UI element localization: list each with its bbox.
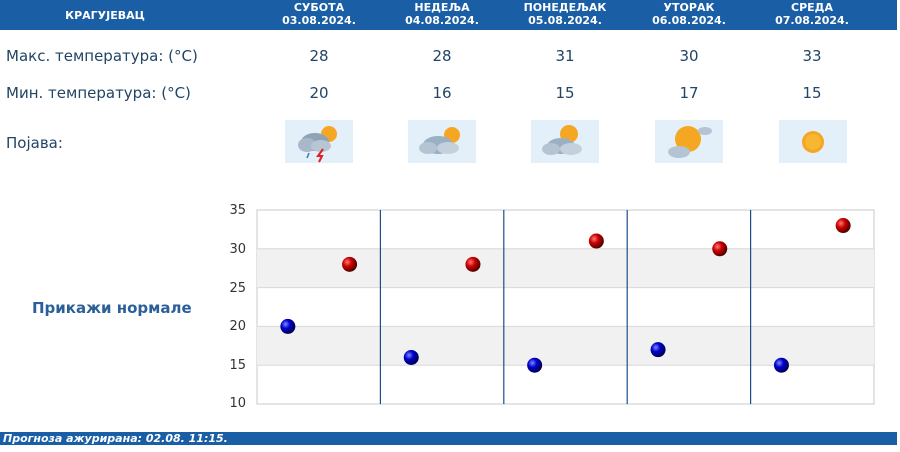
day-name: ПОНЕДЕЉАК	[523, 1, 607, 14]
day-header: УТОРАК 06.08.2024.	[627, 1, 751, 27]
grid-band	[257, 248, 874, 288]
day-date: 06.08.2024.	[652, 14, 726, 27]
grid-band	[257, 326, 874, 366]
forecast-header: КРАГУЈЕВАЦ СУБОТА 03.08.2024. НЕДЕЉА 04.…	[0, 0, 897, 30]
y-tick-label: 30	[229, 242, 246, 257]
max-temp-point	[465, 256, 481, 272]
day-date: 03.08.2024.	[282, 14, 356, 27]
min-temp-point	[650, 342, 666, 358]
phenomenon-label: Појава:	[6, 134, 63, 152]
y-tick-label: 20	[229, 319, 246, 334]
day-header: ПОНЕДЕЉАК 05.08.2024.	[503, 1, 627, 27]
min-temp-value: 15	[802, 84, 822, 102]
min-temp-point	[773, 357, 789, 373]
thunderstorm-partly-cloudy-icon	[285, 120, 353, 163]
max-temp-value: 33	[802, 47, 822, 65]
max-temp-value: 28	[309, 47, 329, 65]
min-temp-value: 16	[432, 84, 452, 102]
day-header: СУБОТА 03.08.2024.	[257, 1, 381, 27]
min-temp-point	[280, 318, 296, 334]
min-temp-value: 20	[309, 84, 329, 102]
day-name: СУБОТА	[293, 1, 345, 14]
max-temp-point	[342, 256, 358, 272]
max-temp-point	[835, 218, 851, 234]
max-temp-value: 31	[555, 47, 575, 65]
max-temp-point	[712, 241, 728, 257]
y-tick-label: 15	[229, 358, 246, 373]
min-temp-label: Мин. температура: (°C)	[6, 84, 191, 102]
max-temp-label: Макс. температура: (°C)	[6, 47, 198, 65]
day-name: УТОРАК	[663, 1, 715, 14]
day-header: СРЕДА 07.08.2024.	[750, 1, 874, 27]
max-temp-value: 28	[432, 47, 452, 65]
city-name: КРАГУЈЕВАЦ	[65, 8, 145, 22]
y-tick-label: 35	[229, 203, 246, 218]
day-name: СРЕДА	[791, 1, 833, 14]
plot-area	[256, 209, 875, 405]
show-normals-link[interactable]: Прикажи нормале	[32, 299, 192, 317]
cloudy-sun-icon	[408, 120, 476, 163]
day-name: НЕДЕЉА	[414, 1, 470, 14]
mostly-sunny-icon	[655, 120, 723, 163]
min-temp-point	[527, 357, 543, 373]
min-temp-point	[403, 349, 419, 365]
min-temp-value: 15	[555, 84, 575, 102]
max-temp-point	[588, 233, 604, 249]
day-date: 05.08.2024.	[528, 14, 602, 27]
cloudy-sun-icon	[531, 120, 599, 163]
y-tick-label: 10	[229, 396, 246, 411]
day-header: НЕДЕЉА 04.08.2024.	[380, 1, 504, 27]
max-temp-value: 30	[679, 47, 699, 65]
forecast-updated-footer: Прогноза ажурирана: 02.08. 11:15.	[0, 432, 897, 445]
day-date: 04.08.2024.	[405, 14, 479, 27]
day-date: 07.08.2024.	[775, 14, 849, 27]
min-temp-value: 17	[679, 84, 699, 102]
y-tick-label: 25	[229, 281, 246, 296]
sunny-icon	[779, 120, 847, 163]
